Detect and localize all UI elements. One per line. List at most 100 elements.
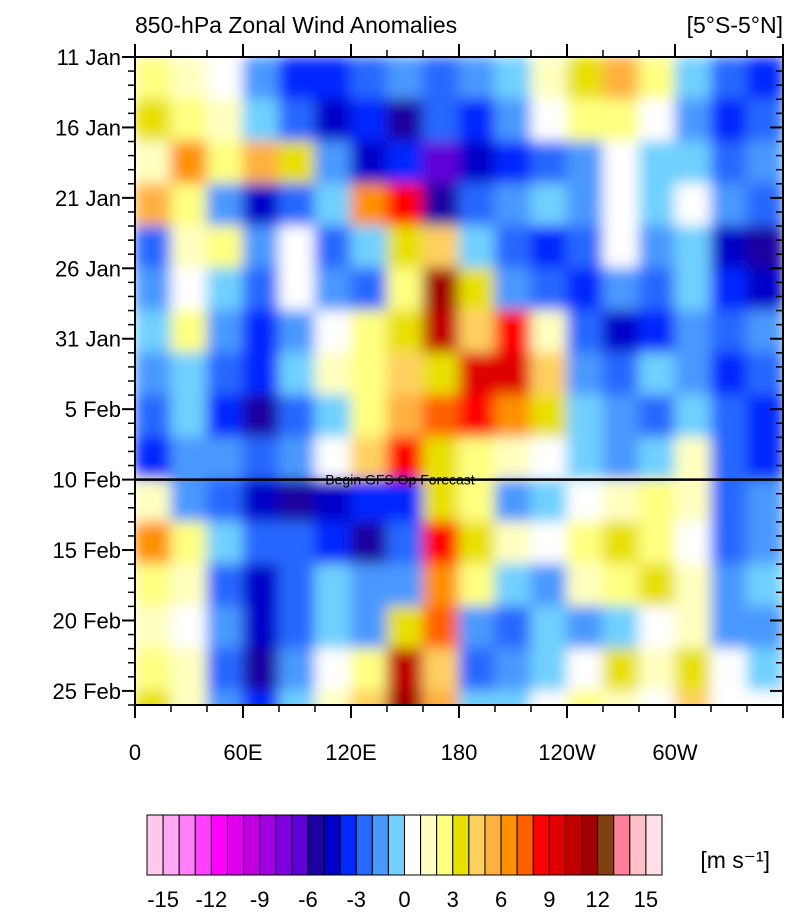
- cell: [386, 436, 424, 481]
- cell: [674, 479, 712, 523]
- cell: [386, 605, 424, 650]
- cell: [206, 690, 244, 705]
- cell: [422, 57, 460, 100]
- cell: [602, 57, 640, 100]
- cell: [242, 98, 280, 143]
- cell: [242, 436, 280, 481]
- cell: [135, 521, 172, 565]
- cell: [350, 436, 388, 481]
- region-label: [5°S-5°N]: [687, 12, 783, 38]
- cell: [530, 225, 568, 269]
- cell: [278, 436, 316, 481]
- cell: [278, 521, 316, 565]
- cell: [422, 310, 460, 354]
- y-tick-label: 26 Jan: [55, 256, 121, 281]
- cell: [710, 98, 748, 143]
- cell: [530, 563, 568, 607]
- cell: [386, 690, 424, 705]
- cell: [746, 310, 783, 354]
- colorbar-box: [307, 814, 325, 876]
- cell: [278, 141, 316, 185]
- colorbar-tick-label: -12: [195, 887, 227, 912]
- cell: [386, 479, 424, 523]
- cell: [278, 479, 316, 523]
- cell: [458, 394, 496, 438]
- cell: [350, 183, 388, 227]
- cell: [530, 394, 568, 438]
- cell: [566, 690, 604, 705]
- colorbar-box: [323, 814, 341, 876]
- y-tick-label: 16 Jan: [55, 115, 121, 140]
- cell: [135, 690, 172, 705]
- cell: [242, 141, 280, 185]
- cell: [710, 394, 748, 438]
- cell: [278, 310, 316, 354]
- cell: [206, 183, 244, 227]
- x-tick-label: 0: [129, 740, 141, 765]
- y-tick-label: 25 Feb: [53, 679, 122, 704]
- cell: [350, 605, 388, 650]
- cell: [242, 479, 280, 523]
- cell: [530, 310, 568, 354]
- cell: [494, 225, 532, 269]
- colorbar-box: [339, 814, 357, 876]
- cell: [206, 98, 244, 143]
- cell: [242, 352, 280, 396]
- cell: [170, 141, 208, 185]
- x-tick-label: 180: [441, 740, 478, 765]
- cell: [422, 436, 460, 481]
- cell: [314, 690, 352, 705]
- cell: [602, 521, 640, 565]
- cell: [350, 267, 388, 312]
- cell: [746, 183, 783, 227]
- cell: [242, 690, 280, 705]
- colorbar-box: [500, 814, 518, 876]
- cell: [566, 521, 604, 565]
- cell: [314, 521, 352, 565]
- cell: [494, 267, 532, 312]
- cell: [350, 225, 388, 269]
- cell: [422, 648, 460, 692]
- cell: [278, 57, 316, 100]
- cell: [638, 98, 676, 143]
- cell: [674, 521, 712, 565]
- cell: [638, 225, 676, 269]
- colorbar-tick-label: 12: [585, 887, 609, 912]
- cell: [350, 690, 388, 705]
- cell: [314, 98, 352, 143]
- cell: [566, 436, 604, 481]
- cell: [674, 648, 712, 692]
- cell: [638, 57, 676, 100]
- cell: [638, 521, 676, 565]
- cell: [386, 563, 424, 607]
- cell: [350, 563, 388, 607]
- cell: [494, 521, 532, 565]
- cell: [746, 605, 783, 650]
- colorbar-tick-label: -6: [298, 887, 318, 912]
- cell: [278, 267, 316, 312]
- cell: [494, 648, 532, 692]
- cell: [170, 394, 208, 438]
- cell: [566, 57, 604, 100]
- cell: [458, 183, 496, 227]
- cell: [566, 98, 604, 143]
- cell: [350, 98, 388, 143]
- colorbar-box: [226, 814, 245, 876]
- cell: [386, 141, 424, 185]
- cell: [458, 521, 496, 565]
- cell: [135, 436, 172, 481]
- colorbar-box: [404, 814, 422, 876]
- cell: [458, 352, 496, 396]
- cell: [206, 310, 244, 354]
- cell: [314, 310, 352, 354]
- cell: [602, 690, 640, 705]
- cell: [170, 352, 208, 396]
- cell: [638, 648, 676, 692]
- cell: [350, 352, 388, 396]
- cell: [710, 310, 748, 354]
- cell: [602, 648, 640, 692]
- colorbar-box: [629, 814, 647, 876]
- cell: [422, 521, 460, 565]
- cell: [170, 267, 208, 312]
- cell: [746, 98, 783, 143]
